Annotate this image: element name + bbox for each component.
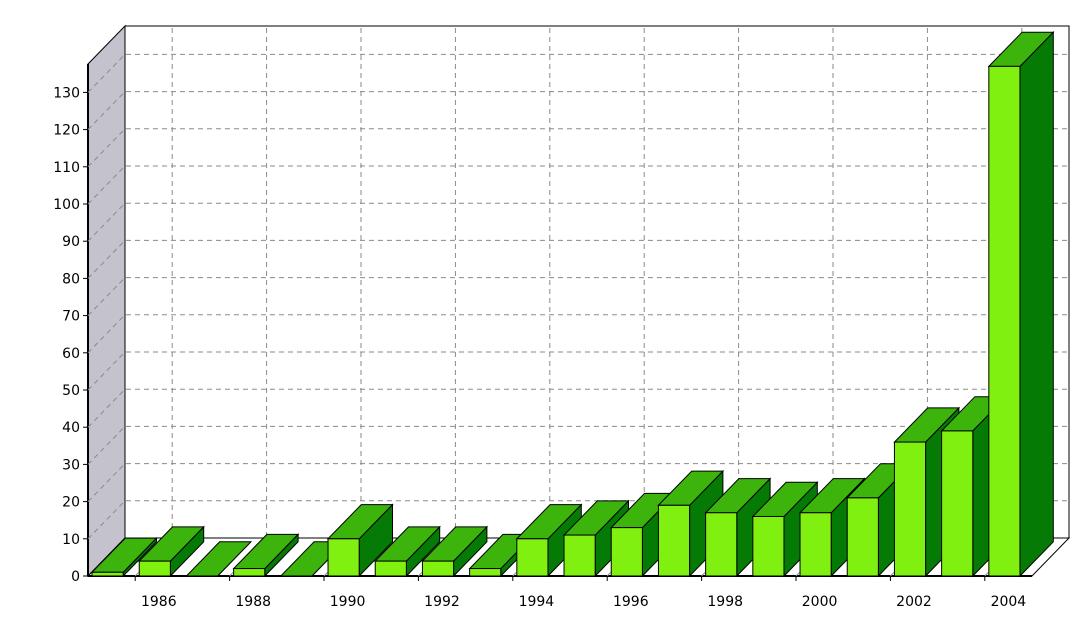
x-tick-label: 1986 bbox=[141, 594, 177, 610]
bar-side bbox=[1019, 30, 1054, 578]
bar-front bbox=[91, 571, 124, 577]
x-tick-label: 1998 bbox=[707, 594, 743, 610]
left-wall bbox=[87, 24, 126, 578]
y-tick-label: 130 bbox=[53, 85, 80, 101]
y-tick-label: 30 bbox=[62, 457, 80, 473]
y-tick-label: 80 bbox=[62, 271, 80, 287]
bar-front bbox=[610, 527, 643, 577]
x-tick-label: 1988 bbox=[235, 594, 271, 610]
y-tick-label: 50 bbox=[62, 383, 80, 399]
bar-front bbox=[941, 430, 974, 577]
bar-1988 bbox=[232, 533, 300, 578]
bar-front bbox=[705, 512, 738, 577]
x-tick-label: 2000 bbox=[802, 594, 838, 610]
bar-2004 bbox=[987, 30, 1055, 578]
bar-front bbox=[421, 560, 455, 577]
bar-front bbox=[752, 515, 785, 577]
bar-front bbox=[138, 560, 171, 577]
y-tick-label: 70 bbox=[62, 309, 80, 325]
bar-front bbox=[846, 497, 879, 577]
bar-1986 bbox=[138, 525, 205, 578]
bar-front bbox=[988, 65, 1021, 577]
x-tick-label: 1990 bbox=[330, 594, 366, 610]
y-tick-label: 20 bbox=[62, 495, 80, 511]
x-axis-ticks: 1986 1988 1990 1992 1994 1996 1998 2000 2002 2004 bbox=[134, 576, 1027, 610]
y-tick-label: 60 bbox=[62, 346, 80, 362]
bar-front bbox=[563, 534, 596, 577]
y-tick-label: 120 bbox=[53, 123, 80, 139]
bars bbox=[90, 30, 1055, 578]
x-tick-label: 2002 bbox=[896, 594, 932, 610]
bar-front bbox=[233, 568, 266, 577]
x-tick-label: 1994 bbox=[519, 594, 555, 610]
bar-1992 bbox=[421, 525, 489, 578]
bar-front bbox=[516, 538, 549, 577]
y-tick-label: 100 bbox=[53, 197, 80, 213]
bar-1991 bbox=[374, 525, 441, 578]
y-tick-label: 10 bbox=[62, 532, 80, 548]
x-tick-label: 1992 bbox=[424, 594, 460, 610]
bar-front bbox=[893, 441, 927, 577]
bar-front bbox=[469, 568, 502, 577]
bar-front bbox=[185, 575, 219, 577]
bar-front bbox=[374, 560, 407, 577]
bar-1994 bbox=[515, 503, 583, 578]
x-tick-label: 1996 bbox=[613, 594, 649, 610]
bar-1998 bbox=[704, 477, 772, 578]
y-tick-label: 110 bbox=[53, 160, 80, 176]
y-tick-label: 40 bbox=[62, 420, 80, 436]
y-tick-label: 90 bbox=[62, 234, 80, 250]
bar-1985 bbox=[90, 536, 158, 578]
y-tick-label: 0 bbox=[71, 569, 80, 585]
bar-front bbox=[280, 575, 313, 577]
bar-front bbox=[327, 538, 360, 577]
bar-front bbox=[657, 504, 691, 577]
bar-1990 bbox=[326, 503, 394, 578]
y-axis-ticks: 0 10 20 30 40 50 60 70 80 90 100 110 120 130 bbox=[53, 85, 88, 585]
bar-front bbox=[799, 512, 832, 577]
bar-1987 bbox=[185, 541, 253, 577]
x-tick-label: 2004 bbox=[991, 594, 1027, 610]
